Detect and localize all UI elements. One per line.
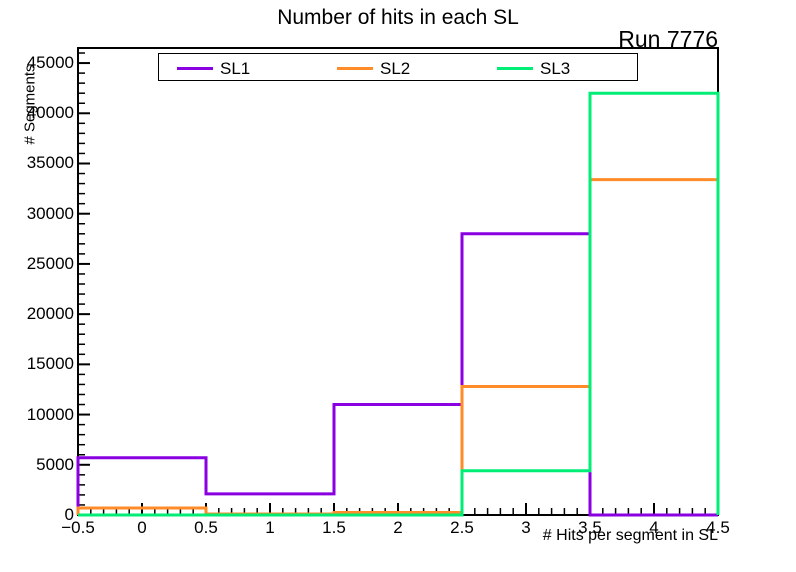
x-tick-label: 4: [649, 518, 659, 537]
legend-swatch-icon: [337, 66, 373, 70]
y-tick-label: 25000: [26, 253, 74, 273]
legend-entry-sl3: SL3: [497, 54, 570, 82]
histogram-series: [76, 91, 720, 517]
axis-frame: [77, 47, 719, 516]
legend-swatch-icon: [177, 66, 213, 70]
x-tick-label: 1: [265, 518, 275, 537]
y-tick-label: 20000: [26, 304, 74, 324]
series-line-sl3: [78, 91, 720, 517]
x-axis-title: # Hits per segment in SL: [542, 527, 718, 544]
x-tick-label: 1.5: [322, 518, 346, 537]
y-tick-label: 15000: [26, 354, 74, 374]
y-tick-label: 35000: [26, 153, 74, 173]
x-tick-label: 3: [521, 518, 531, 537]
legend-swatch-icon: [497, 66, 533, 70]
y-tick-label: 5000: [36, 454, 74, 474]
y-tick-label: 30000: [26, 203, 74, 223]
plot-frame: [77, 47, 719, 516]
x-tick-label: 2: [393, 518, 403, 537]
legend-label: SL2: [380, 58, 411, 78]
x-tick-label: −0.5: [61, 518, 95, 537]
x-tick-label: 0: [137, 518, 147, 537]
y-tick-label: 0: [64, 505, 74, 524]
legend-entry-sl2: SL2: [337, 54, 410, 82]
series-line-sl2: [76, 178, 720, 516]
legend: SL1 SL2 SL3: [158, 53, 638, 81]
y-tick-label: 10000: [26, 404, 74, 424]
axis-ticks: [77, 52, 719, 516]
x-tick-label: 2.5: [450, 518, 474, 537]
x-tick-label: 4.5: [706, 518, 730, 537]
legend-label: SL3: [540, 58, 571, 78]
y-tick-label: 45000: [26, 53, 74, 73]
series-line-sl1: [76, 232, 718, 517]
page-title: Number of hits in each SL: [277, 6, 519, 29]
x-tick-label: 0.5: [194, 518, 218, 537]
x-tick-label: 3.5: [578, 518, 602, 537]
y-tick-label: 40000: [26, 103, 74, 123]
legend-label: SL1: [220, 58, 251, 78]
legend-entry-sl1: SL1: [177, 54, 250, 82]
